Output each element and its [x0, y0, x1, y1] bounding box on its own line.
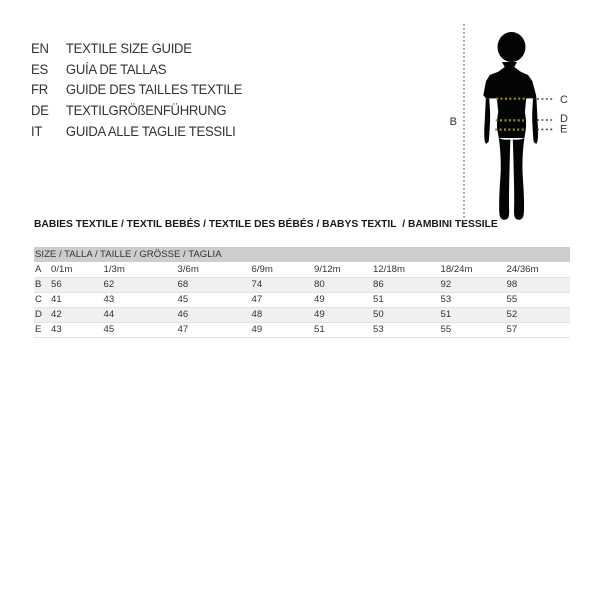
svg-text:B: B [450, 116, 457, 128]
svg-text:C: C [560, 94, 568, 106]
svg-text:E: E [560, 124, 567, 136]
